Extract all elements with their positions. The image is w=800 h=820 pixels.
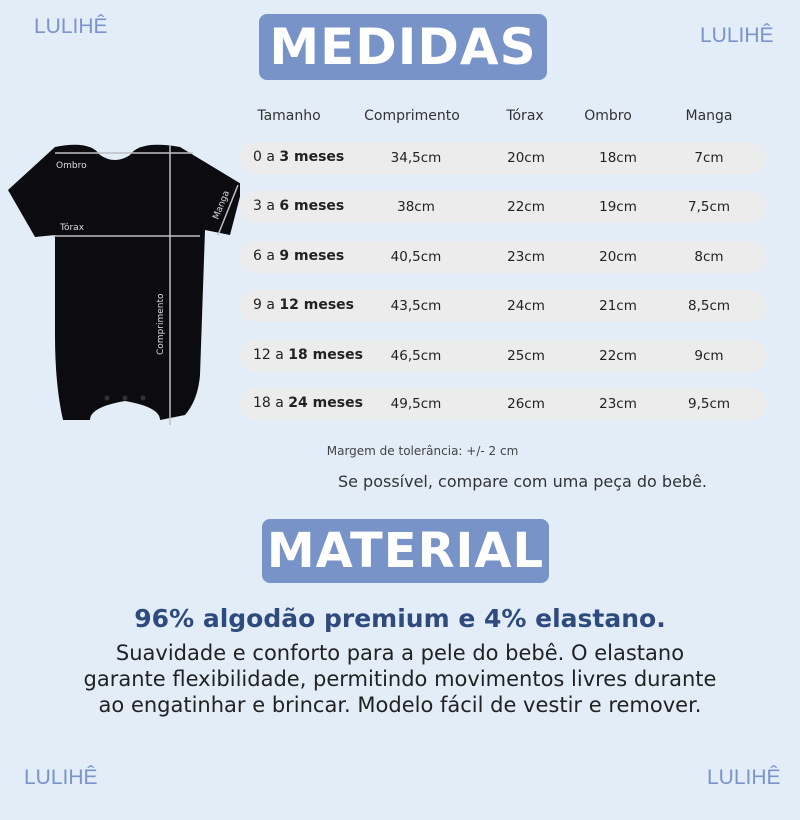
manga-cell: 7cm xyxy=(694,150,724,166)
manga-cell: 7,5cm xyxy=(687,199,731,215)
label-ombro: Ombro xyxy=(56,161,87,171)
size-prefix: 6 a xyxy=(253,248,280,264)
ombro-cell: 21cm xyxy=(599,298,637,314)
ombro-cell: 19cm xyxy=(599,199,637,215)
size-prefix: 9 a xyxy=(253,297,280,313)
size-cell: 18 a 24 meses xyxy=(253,395,363,411)
size-cell: 6 a 9 meses xyxy=(253,248,344,264)
comprimento-cell: 38cm xyxy=(397,199,435,215)
watermark-logo: LULIHÊ xyxy=(24,766,98,789)
tolerance-note: Margem de tolerância: +/- 2 cm xyxy=(326,444,519,458)
size-months: 18 meses xyxy=(288,347,363,363)
comprimento-cell: 40,5cm xyxy=(390,249,442,265)
ombro-cell: 18cm xyxy=(599,150,637,166)
label-comprimento: Comprimento xyxy=(156,293,166,355)
description-line: ao engatinhar e brincar. Modelo fácil de… xyxy=(98,693,702,717)
torax-cell: 23cm xyxy=(507,249,545,265)
comprimento-cell: 34,5cm xyxy=(390,150,442,166)
label-torax: Tórax xyxy=(59,222,85,233)
compare-note: Se possível, compare com uma peça do beb… xyxy=(337,472,708,491)
size-cell: 0 a 3 meses xyxy=(253,149,344,165)
size-months: 12 meses xyxy=(279,297,354,313)
watermark-logo: LULIHÊ xyxy=(707,766,781,789)
size-months: 9 meses xyxy=(279,248,345,264)
header-manga: Manga xyxy=(685,108,733,124)
size-months: 6 meses xyxy=(279,198,345,214)
size-cell: 3 a 6 meses xyxy=(253,198,344,214)
watermark-logo: LULIHÊ xyxy=(34,15,108,38)
description-line: Suavidade e conforto para a pele do bebê… xyxy=(115,641,685,665)
torax-cell: 26cm xyxy=(507,396,545,412)
ombro-cell: 22cm xyxy=(599,348,637,364)
manga-cell: 8,5cm xyxy=(687,298,731,314)
table-row: 0 a 3 meses 34,5cm 20cm 18cm 7cm xyxy=(240,142,766,174)
material-headline: 96% algodão premium e 4% elastano. xyxy=(134,604,666,633)
size-cell: 9 a 12 meses xyxy=(253,297,354,313)
table-row: 6 a 9 meses 40,5cm 23cm 20cm 8cm xyxy=(240,241,766,273)
torax-cell: 24cm xyxy=(507,298,545,314)
material-description: Suavidade e conforto para a pele do bebê… xyxy=(0,640,800,718)
table-row: 3 a 6 meses 38cm 22cm 19cm 7,5cm xyxy=(240,191,766,223)
onesie-illustration xyxy=(8,144,240,420)
size-months: 24 meses xyxy=(288,395,363,411)
torax-cell: 20cm xyxy=(507,150,545,166)
size-prefix: 18 a xyxy=(253,395,289,411)
watermark-logo: LULIHÊ xyxy=(700,24,774,47)
table-row: 9 a 12 meses 43,5cm 24cm 21cm 8,5cm xyxy=(240,290,766,322)
manga-cell: 9,5cm xyxy=(687,396,731,412)
onesie-diagram: Ombro Tórax Manga Comprimento xyxy=(8,144,240,425)
size-months: 3 meses xyxy=(279,149,345,165)
manga-cell: 8cm xyxy=(694,249,724,265)
comprimento-cell: 43,5cm xyxy=(390,298,442,314)
table-row: 18 a 24 meses 49,5cm 26cm 23cm 9,5cm xyxy=(240,388,766,420)
header-ombro: Ombro xyxy=(584,108,632,124)
ombro-cell: 23cm xyxy=(599,396,637,412)
header-comprimento: Comprimento xyxy=(364,108,460,124)
medidas-title: MEDIDAS xyxy=(259,14,547,80)
comprimento-cell: 46,5cm xyxy=(390,348,442,364)
material-title: MATERIAL xyxy=(262,519,549,583)
ombro-cell: 20cm xyxy=(599,249,637,265)
comprimento-cell: 49,5cm xyxy=(390,396,442,412)
size-prefix: 0 a xyxy=(253,149,280,165)
manga-cell: 9cm xyxy=(694,348,724,364)
torax-cell: 22cm xyxy=(507,199,545,215)
header-torax: Tórax xyxy=(506,108,544,124)
size-cell: 12 a 18 meses xyxy=(253,347,363,363)
size-prefix: 12 a xyxy=(253,347,289,363)
size-prefix: 3 a xyxy=(253,198,280,214)
table-row: 12 a 18 meses 46,5cm 25cm 22cm 9cm xyxy=(240,340,766,372)
description-line: garante flexibilidade, permitindo movime… xyxy=(83,667,717,691)
torax-cell: 25cm xyxy=(507,348,545,364)
header-tamanho: Tamanho xyxy=(257,108,321,124)
